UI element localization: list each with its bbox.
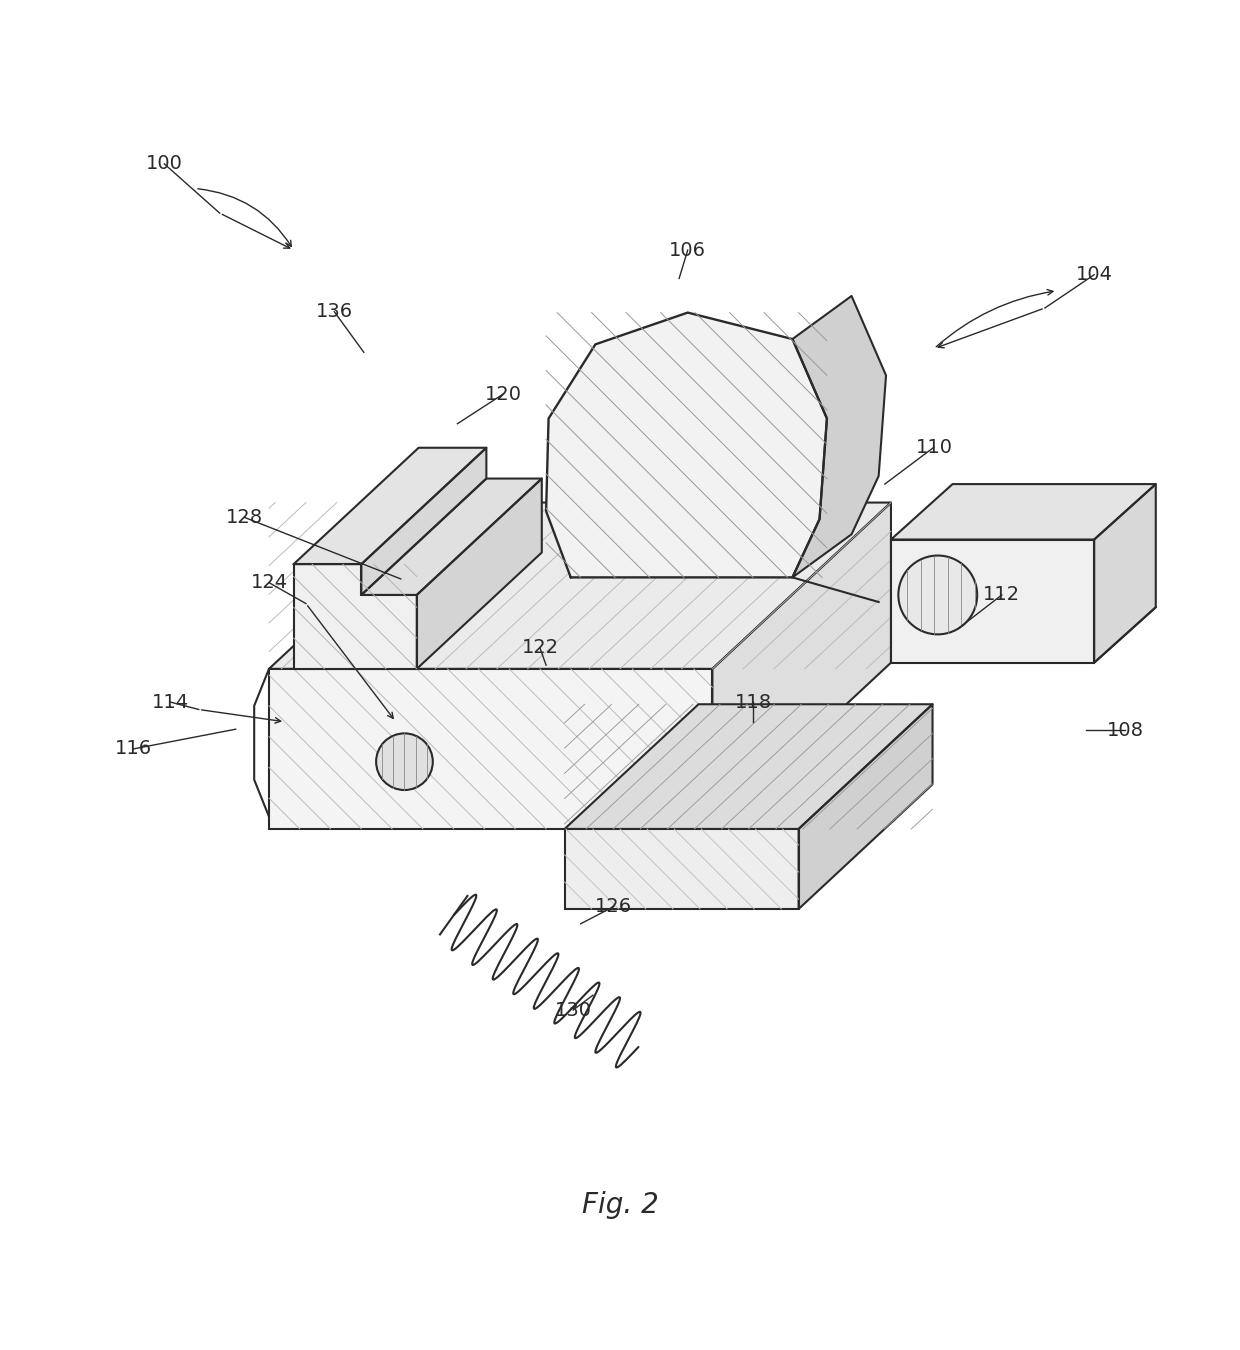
Text: 130: 130: [554, 1000, 591, 1019]
Text: 136: 136: [316, 302, 353, 321]
Polygon shape: [892, 540, 1094, 663]
Text: 114: 114: [151, 693, 188, 711]
Text: 110: 110: [915, 437, 952, 456]
Text: 100: 100: [146, 154, 182, 173]
Text: 112: 112: [983, 586, 1021, 605]
Circle shape: [376, 733, 433, 790]
Text: Fig. 2: Fig. 2: [582, 1191, 658, 1219]
Polygon shape: [1094, 485, 1156, 663]
Polygon shape: [294, 564, 417, 668]
Polygon shape: [799, 705, 932, 909]
Polygon shape: [361, 478, 542, 595]
Text: 106: 106: [670, 240, 707, 259]
Text: 126: 126: [595, 896, 632, 917]
Polygon shape: [792, 296, 887, 578]
Text: 122: 122: [521, 639, 558, 657]
Text: 116: 116: [115, 740, 153, 759]
Polygon shape: [564, 829, 799, 909]
Polygon shape: [564, 705, 932, 829]
Polygon shape: [361, 448, 486, 595]
Text: 124: 124: [250, 574, 288, 593]
Text: 108: 108: [1106, 721, 1143, 740]
Polygon shape: [294, 448, 486, 564]
Text: 118: 118: [734, 693, 771, 711]
Polygon shape: [546, 313, 827, 578]
Polygon shape: [269, 668, 712, 829]
Circle shape: [898, 556, 977, 634]
Polygon shape: [417, 478, 542, 668]
Polygon shape: [712, 502, 892, 829]
Polygon shape: [892, 485, 1156, 540]
Text: 104: 104: [1075, 265, 1112, 285]
Text: 120: 120: [485, 385, 522, 404]
Text: 128: 128: [226, 508, 263, 526]
Polygon shape: [269, 502, 892, 668]
